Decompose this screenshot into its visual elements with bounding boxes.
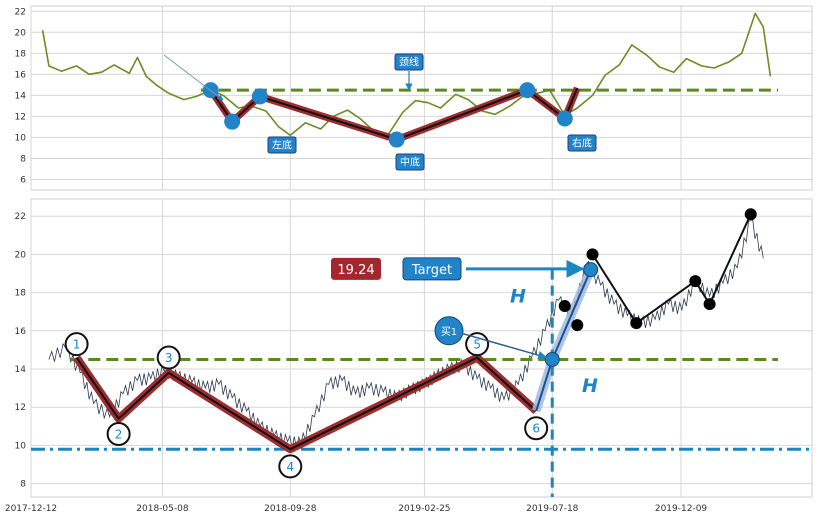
bottom-ytick-6: 20 xyxy=(15,250,27,260)
bottom-ytick-0: 8 xyxy=(20,480,26,490)
bottom-ytick-3: 14 xyxy=(15,365,27,375)
bottom-ytick-5: 18 xyxy=(15,289,27,299)
numbered-point-circle-0 xyxy=(64,332,89,357)
h-label-upper: H xyxy=(510,285,526,307)
label-neckline-box xyxy=(394,53,424,71)
numbered-point-label-3: 4 xyxy=(286,460,294,474)
numbered-point-label-2: 3 xyxy=(165,351,173,365)
top-ytick-4: 14 xyxy=(15,91,27,101)
bottom-ytick-2: 12 xyxy=(15,403,26,413)
bottom-black-point-3 xyxy=(630,317,643,330)
x-tick-label-1: 2018-05-08 xyxy=(136,504,189,514)
price-box-text: 19.24 xyxy=(337,263,374,278)
buy-point-marker xyxy=(544,351,560,367)
top-pattern-point-4 xyxy=(519,82,536,99)
bottom-plot-area xyxy=(30,198,813,498)
top-pattern-point-3 xyxy=(388,131,405,148)
numbered-point-label-5: 6 xyxy=(532,422,540,436)
label-right-bottom: 右底 xyxy=(567,134,597,152)
top-pattern-point-2 xyxy=(251,88,268,105)
top-ytick-5: 16 xyxy=(15,70,27,80)
target-box-bg xyxy=(402,257,462,281)
top-trend-arrow xyxy=(163,54,224,101)
label-neckline-text: 颈线 xyxy=(399,56,419,69)
top-ytick-8: 22 xyxy=(15,7,26,17)
h-label-lower: H xyxy=(582,375,598,397)
bottom-pattern-line-red xyxy=(75,356,537,451)
top-pattern-point-5 xyxy=(556,110,573,127)
numbered-point-circle-5 xyxy=(524,416,549,441)
numbered-point-label-1: 2 xyxy=(115,427,123,441)
top-ytick-7: 20 xyxy=(15,28,27,38)
price-box: 19.24 xyxy=(331,257,381,280)
bottom-black-point-4 xyxy=(689,275,702,288)
bottom-ytick-7: 22 xyxy=(15,212,26,222)
label-left-bottom: 左底 xyxy=(267,136,297,154)
bottom-ytick-4: 16 xyxy=(15,327,27,337)
bottom-chart: 1 2 3 4 5 6 买1 19.24 Target H H xyxy=(31,208,812,497)
label-middle-bottom-text: 中底 xyxy=(400,156,420,169)
target-box-text: Target xyxy=(411,263,452,278)
x-tick-label-4: 2019-07-18 xyxy=(526,504,579,514)
label-middle-bottom-box xyxy=(395,153,425,171)
x-tick-label-0: 2017-12-12 xyxy=(5,504,57,514)
label-left-bottom-box xyxy=(267,136,297,154)
target-point-marker xyxy=(583,262,599,278)
bottom-black-point-0 xyxy=(558,299,571,312)
numbered-point-label-0: 1 xyxy=(73,338,81,352)
bottom-black-point-5 xyxy=(703,298,716,311)
label-right-bottom-text: 右底 xyxy=(572,137,592,150)
bottom-ytick-1: 10 xyxy=(15,441,27,451)
bottom-black-point-6 xyxy=(744,208,757,221)
top-ytick-2: 10 xyxy=(15,133,27,143)
numbered-point-circle-2 xyxy=(156,345,181,370)
top-ytick-0: 6 xyxy=(20,175,26,185)
buy-label-text: 买1 xyxy=(441,326,457,338)
x-tick-label-3: 2019-02-25 xyxy=(398,504,450,514)
buy-arrow xyxy=(462,332,548,360)
price-box-bg xyxy=(331,257,381,280)
x-tick-label-2: 2018-09-28 xyxy=(264,504,317,514)
bottom-black-point-1 xyxy=(571,319,584,332)
target-box: Target xyxy=(402,257,462,281)
x-tick-label-5: 2019-12-09 xyxy=(655,504,708,514)
buy-label-circle xyxy=(434,316,464,346)
numbered-point-circle-1 xyxy=(106,421,131,446)
top-ytick-6: 18 xyxy=(15,49,27,59)
label-neckline: 颈线 xyxy=(394,53,424,71)
bottom-black-point-2 xyxy=(586,248,599,261)
numbered-point-label-4: 5 xyxy=(473,338,481,352)
top-ytick-3: 12 xyxy=(15,112,26,122)
label-left-bottom-text: 左底 xyxy=(272,139,292,152)
top-ytick-1: 8 xyxy=(20,154,26,164)
label-middle-bottom: 中底 xyxy=(395,153,425,171)
label-right-bottom-box xyxy=(567,134,597,152)
top-price-line xyxy=(41,12,772,137)
numbered-point-circle-3 xyxy=(278,454,303,479)
top-pattern-point-1 xyxy=(224,113,241,130)
